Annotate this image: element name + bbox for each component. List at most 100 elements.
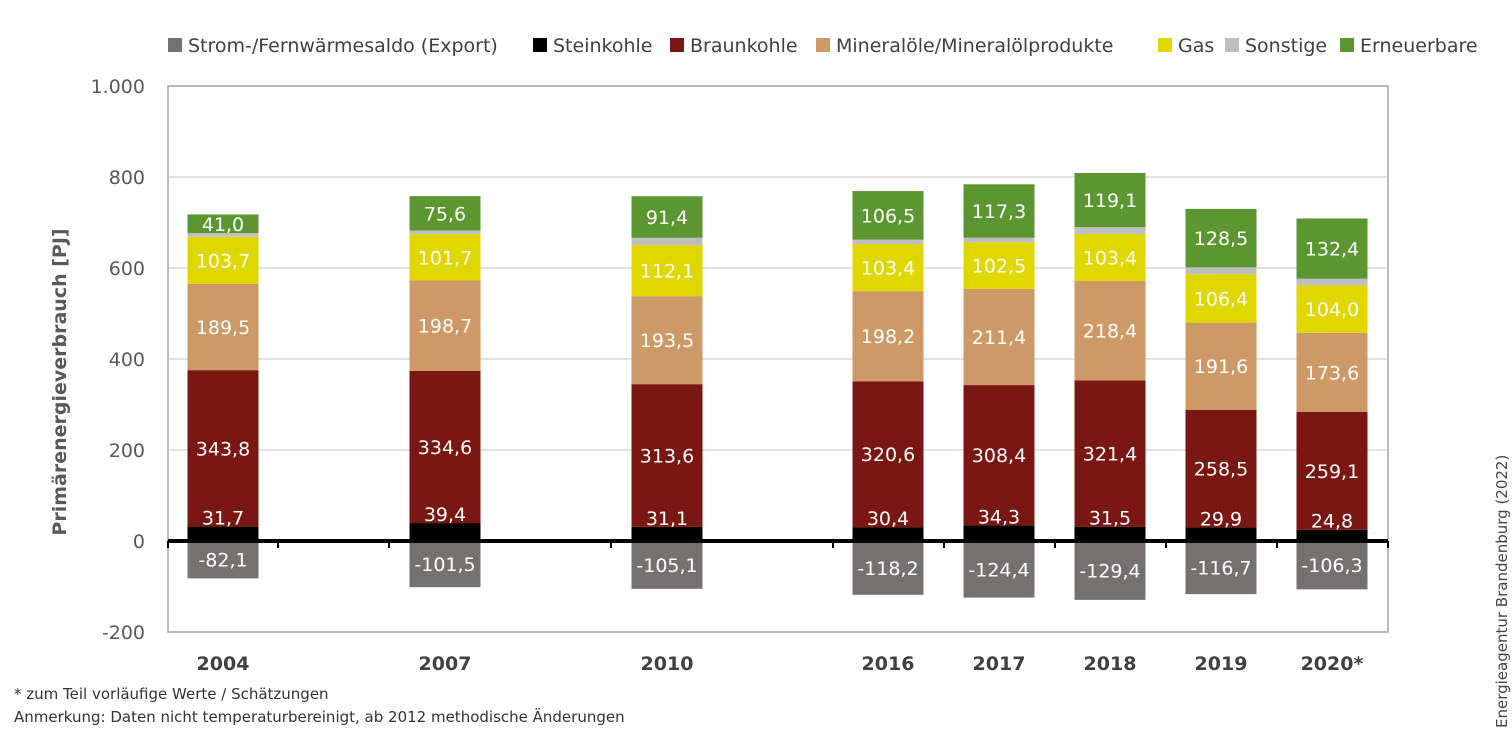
legend-label: Erneuerbare bbox=[1360, 35, 1478, 57]
data-label: 101,7 bbox=[418, 247, 472, 269]
bar-segment bbox=[1296, 541, 1368, 590]
data-label: 106,5 bbox=[861, 205, 915, 227]
x-tick-label: 2019 bbox=[1195, 653, 1248, 675]
bar-segment bbox=[1185, 409, 1257, 528]
data-label: -82,1 bbox=[198, 550, 247, 572]
bar-segment bbox=[1074, 227, 1146, 235]
data-label: 189,5 bbox=[196, 317, 250, 339]
bar-segment bbox=[409, 234, 481, 281]
bar-segment bbox=[963, 541, 1035, 598]
data-label: 104,0 bbox=[1305, 299, 1359, 321]
data-label: -116,7 bbox=[1190, 558, 1251, 580]
data-label: 119,1 bbox=[1083, 190, 1137, 212]
x-tick-label: 2016 bbox=[862, 653, 915, 675]
bars bbox=[187, 172, 1368, 600]
bar-segment bbox=[187, 370, 259, 527]
data-label: 313,6 bbox=[640, 446, 694, 468]
data-label: -124,4 bbox=[968, 559, 1029, 581]
data-label: 41,0 bbox=[202, 214, 244, 236]
bar-segment bbox=[1296, 529, 1368, 541]
bar-segment bbox=[963, 242, 1035, 289]
bar-segment bbox=[187, 541, 259, 579]
legend-label: Mineralöle/Mineralölprodukte bbox=[836, 35, 1114, 57]
bar-segment bbox=[409, 280, 481, 371]
data-label: 103,4 bbox=[1083, 248, 1137, 270]
bar-segment bbox=[1296, 285, 1368, 333]
data-label: 198,2 bbox=[861, 326, 915, 348]
footnote-preliminary: * zum Teil vorläufige Werte / Schätzunge… bbox=[14, 685, 329, 703]
bar-segment bbox=[1074, 234, 1146, 282]
bar-segment bbox=[1074, 526, 1146, 541]
data-label: 259,1 bbox=[1305, 461, 1359, 483]
data-label: 34,3 bbox=[978, 506, 1020, 528]
y-tick-label: 200 bbox=[109, 440, 145, 462]
data-label: 211,4 bbox=[972, 327, 1026, 349]
bar-segment bbox=[409, 541, 481, 588]
bar-segment bbox=[187, 236, 259, 284]
footnote-remark: Anmerkung: Daten nicht temperaturbereini… bbox=[14, 708, 625, 726]
bar-segment bbox=[631, 237, 703, 246]
bar-segment bbox=[631, 245, 703, 297]
bar-segment bbox=[187, 233, 259, 237]
bar-segment bbox=[1185, 322, 1257, 410]
legend-label: Strom-/Fernwärmesaldo (Export) bbox=[188, 35, 498, 57]
bar-segment bbox=[187, 214, 259, 234]
data-label: 258,5 bbox=[1194, 459, 1248, 481]
bar-segment bbox=[852, 239, 924, 245]
bar-segment bbox=[852, 381, 924, 528]
data-label: 24,8 bbox=[1311, 511, 1353, 533]
legend-swatch bbox=[1158, 38, 1172, 52]
bar-segment bbox=[963, 288, 1035, 386]
data-label: 343,8 bbox=[196, 438, 250, 460]
data-label: 112,1 bbox=[640, 261, 694, 283]
y-tick-label: -200 bbox=[102, 622, 145, 644]
legend-swatch bbox=[168, 38, 182, 52]
bar-segment bbox=[1185, 274, 1257, 323]
data-labels: -82,1 31,7 343,8 189,5 103,7 41,0 -101,5 39,4 33… bbox=[196, 190, 1363, 582]
plot-area-border bbox=[167, 85, 1389, 633]
bar-segment bbox=[409, 196, 481, 231]
data-label: 198,7 bbox=[418, 316, 472, 338]
data-label: 117,3 bbox=[972, 201, 1026, 223]
bar-segment bbox=[852, 527, 924, 541]
x-tick-label: 2020* bbox=[1301, 653, 1364, 675]
data-label: -129,4 bbox=[1079, 560, 1140, 582]
bar-segment bbox=[187, 526, 259, 541]
x-tick-label: 2004 bbox=[197, 653, 250, 675]
bar-segment bbox=[631, 541, 703, 589]
bar-segment bbox=[852, 541, 924, 595]
bar-segment bbox=[1074, 380, 1146, 527]
data-label: 173,6 bbox=[1305, 362, 1359, 384]
data-label: 31,7 bbox=[202, 508, 244, 530]
data-label: 191,6 bbox=[1194, 356, 1248, 378]
data-label: 321,4 bbox=[1083, 444, 1137, 466]
data-label: 102,5 bbox=[972, 256, 1026, 278]
data-label: -101,5 bbox=[414, 554, 475, 576]
data-label: -118,2 bbox=[857, 558, 918, 580]
legend-swatch bbox=[533, 38, 547, 52]
y-tick-label: 400 bbox=[109, 349, 145, 371]
legend-swatch bbox=[1225, 38, 1239, 52]
bar-segment bbox=[1296, 278, 1368, 286]
bar-segment bbox=[1185, 208, 1257, 268]
data-label: 31,5 bbox=[1089, 508, 1131, 530]
bar-segment bbox=[1185, 267, 1257, 275]
bar-segment bbox=[963, 184, 1035, 238]
bar-segment bbox=[1296, 411, 1368, 530]
data-label: 218,4 bbox=[1083, 321, 1137, 343]
data-label: 31,1 bbox=[646, 508, 688, 530]
bar-segment bbox=[963, 525, 1035, 541]
bar-segment bbox=[631, 196, 703, 238]
data-label: 103,4 bbox=[861, 258, 915, 280]
data-label: 132,4 bbox=[1305, 239, 1359, 261]
bar-segment bbox=[1296, 332, 1368, 412]
data-label: -106,3 bbox=[1301, 555, 1362, 577]
legend-swatch bbox=[670, 38, 684, 52]
data-label: 193,5 bbox=[640, 330, 694, 352]
gridlines: -200 0 200 400 600 800 1.000 bbox=[91, 76, 1388, 644]
bar-segment bbox=[1296, 218, 1368, 279]
legend: Strom-/Fernwärmesaldo (Export) Steinkohle… bbox=[168, 35, 1478, 57]
data-label: 106,4 bbox=[1194, 288, 1248, 310]
legend-label: Sonstige bbox=[1245, 35, 1327, 57]
data-label: 30,4 bbox=[867, 508, 909, 530]
